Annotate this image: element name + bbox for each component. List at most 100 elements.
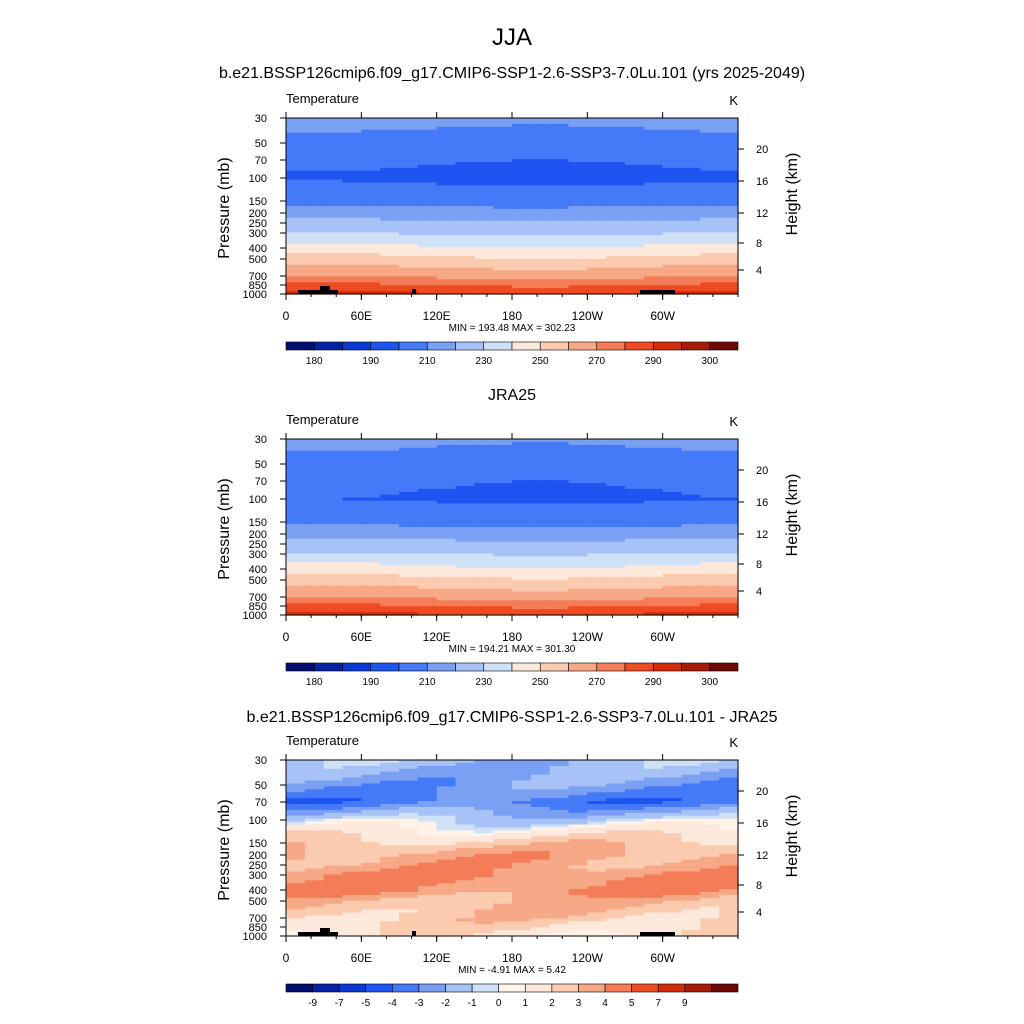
contour-cell bbox=[549, 600, 570, 604]
contour-cell bbox=[455, 241, 475, 245]
contour-cell bbox=[436, 568, 457, 572]
contour-cell bbox=[662, 762, 683, 767]
contour-cell bbox=[361, 483, 381, 487]
contour-cell bbox=[587, 465, 607, 469]
contour-cell bbox=[662, 924, 683, 928]
contour-cell bbox=[361, 456, 381, 461]
contour-cell bbox=[323, 535, 344, 540]
contour-cell bbox=[512, 765, 532, 770]
contour-cell bbox=[455, 468, 475, 472]
contour-cell bbox=[719, 877, 739, 881]
contour-cell bbox=[549, 191, 570, 195]
contour-cell bbox=[512, 859, 532, 864]
contour-cell bbox=[342, 588, 362, 593]
contour-cell bbox=[549, 815, 570, 820]
contour-cell bbox=[568, 506, 588, 510]
contour-cell bbox=[643, 494, 664, 499]
colorbar-label: -7 bbox=[335, 998, 344, 1009]
contour-cell bbox=[286, 603, 306, 607]
contour-cell bbox=[625, 889, 645, 893]
contour-cell bbox=[700, 138, 720, 142]
contour-cell bbox=[606, 806, 626, 811]
contour-cell bbox=[568, 909, 588, 914]
contour-cell bbox=[568, 871, 588, 875]
y2-tick-label: 12 bbox=[756, 850, 768, 862]
contour-cell bbox=[455, 153, 475, 157]
contour-cell bbox=[662, 273, 683, 277]
contour-cell bbox=[342, 862, 362, 867]
contour-cell bbox=[474, 553, 494, 557]
y-tick-label: 50 bbox=[255, 459, 267, 471]
contour-cell bbox=[643, 477, 664, 481]
contour-cell bbox=[417, 927, 438, 931]
contour-cell bbox=[681, 762, 701, 767]
contour-cell bbox=[493, 238, 513, 242]
contour-cell bbox=[417, 815, 438, 820]
contour-cell bbox=[436, 806, 457, 811]
contour-cell bbox=[323, 468, 344, 472]
contour-cell bbox=[719, 792, 739, 796]
contour-cell bbox=[662, 503, 683, 507]
contour-cell bbox=[493, 556, 513, 560]
contour-cell bbox=[304, 156, 325, 160]
contour-cell bbox=[474, 279, 494, 283]
contour-cell bbox=[455, 441, 475, 446]
contour-cell bbox=[643, 203, 664, 207]
contour-cell bbox=[286, 762, 306, 767]
contour-cell bbox=[662, 488, 683, 493]
contour-cell bbox=[436, 862, 457, 867]
contour-cell bbox=[342, 845, 362, 849]
contour-cell bbox=[361, 532, 381, 537]
contour-cell bbox=[304, 762, 325, 767]
contour-cell bbox=[681, 200, 701, 204]
contour-cell bbox=[719, 568, 739, 572]
contour-cell bbox=[304, 185, 325, 189]
contour-cell bbox=[606, 226, 626, 230]
contour-cell bbox=[549, 771, 570, 776]
contour-cell bbox=[719, 812, 739, 817]
contour-cell bbox=[549, 194, 570, 198]
contour-cell bbox=[380, 853, 400, 858]
contour-cell bbox=[662, 129, 683, 134]
contour-cell bbox=[512, 456, 532, 461]
contour-cell bbox=[643, 859, 664, 864]
contour-cell bbox=[512, 229, 532, 233]
contour-cell bbox=[587, 806, 607, 811]
contour-cell bbox=[662, 462, 683, 466]
contour-cell bbox=[455, 453, 475, 458]
contour-cell bbox=[549, 541, 570, 546]
contour-cell bbox=[662, 176, 683, 181]
contour-cell bbox=[606, 241, 626, 245]
y-tick-label: 70 bbox=[255, 797, 267, 809]
contour-cell bbox=[568, 830, 588, 834]
contour-cell bbox=[606, 515, 626, 519]
contour-cell bbox=[512, 609, 532, 613]
contour-cell bbox=[625, 594, 645, 598]
contour-cell bbox=[474, 897, 494, 902]
contour-cell bbox=[417, 153, 438, 157]
contour-cell bbox=[342, 182, 362, 186]
contour-cell bbox=[304, 120, 325, 125]
contour-cell bbox=[549, 774, 570, 779]
contour-cell bbox=[286, 804, 306, 808]
contour-cell bbox=[474, 565, 494, 569]
colorbar-label: 4 bbox=[602, 998, 608, 1009]
contour-cell bbox=[625, 444, 645, 449]
contour-cell bbox=[436, 144, 457, 148]
contour-cell bbox=[286, 439, 306, 443]
contour-cell bbox=[549, 206, 570, 210]
contour-cell bbox=[643, 173, 664, 178]
contour-cell bbox=[286, 821, 306, 826]
contour-cell bbox=[342, 812, 362, 817]
contour-cell bbox=[474, 812, 494, 817]
contour-cell bbox=[530, 468, 551, 472]
contour-cell bbox=[304, 924, 325, 928]
contour-cell bbox=[549, 500, 570, 505]
colorbar-label: 7 bbox=[655, 998, 661, 1009]
contour-cell bbox=[361, 880, 381, 884]
contour-cell bbox=[587, 886, 607, 890]
contour-cell bbox=[549, 897, 570, 902]
contour-cell bbox=[417, 126, 438, 131]
contour-cell bbox=[530, 612, 551, 616]
contour-cell bbox=[417, 211, 438, 216]
